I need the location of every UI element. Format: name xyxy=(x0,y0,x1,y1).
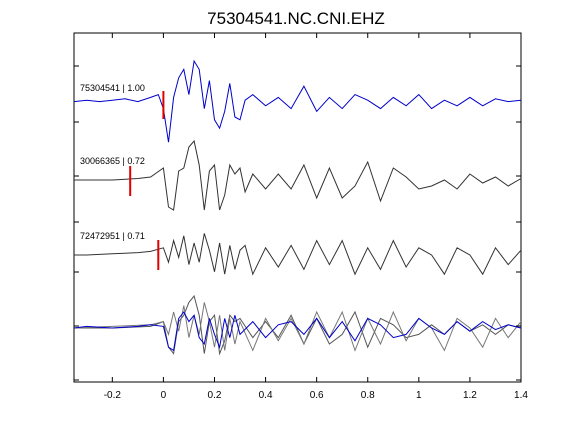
plot-frame xyxy=(73,32,522,383)
trace-line-1 xyxy=(74,139,522,211)
trace-label-2: 72472951 | 0.71 xyxy=(80,231,145,241)
trace-line-0 xyxy=(73,59,522,143)
x-tick-label-8: 1.4 xyxy=(514,390,528,401)
x-tick-label-5: 0.8 xyxy=(361,390,375,401)
x-axis: -0.2 0 0.2 0.4 0.6 0.8 1 1.2 1.4 xyxy=(74,33,528,401)
x-tick-label-3: 0.4 xyxy=(259,390,273,401)
x-tick-label-1: 0 xyxy=(161,390,167,401)
trace-line-3 xyxy=(73,311,522,352)
trace-label-0: 75304541 | 1.00 xyxy=(80,83,145,93)
trace-label-1: 30066365 | 0.72 xyxy=(80,156,145,166)
x-tick-label-2: 0.2 xyxy=(208,390,222,401)
chart-title: 75304541.NC.CNI.EHZ xyxy=(207,9,385,28)
trace-labels: 75304541 | 1.00 30066365 | 0.72 72472951 |… xyxy=(80,83,145,241)
traces-layer xyxy=(73,59,522,356)
trace-line-2 xyxy=(74,233,522,276)
x-tick-label-7: 1.2 xyxy=(463,390,477,401)
x-tick-label-6: 1 xyxy=(416,390,422,401)
x-tick-label-0: -0.2 xyxy=(104,390,122,401)
x-tick-label-4: 0.6 xyxy=(310,390,324,401)
overlay-trace-0 xyxy=(74,294,522,356)
